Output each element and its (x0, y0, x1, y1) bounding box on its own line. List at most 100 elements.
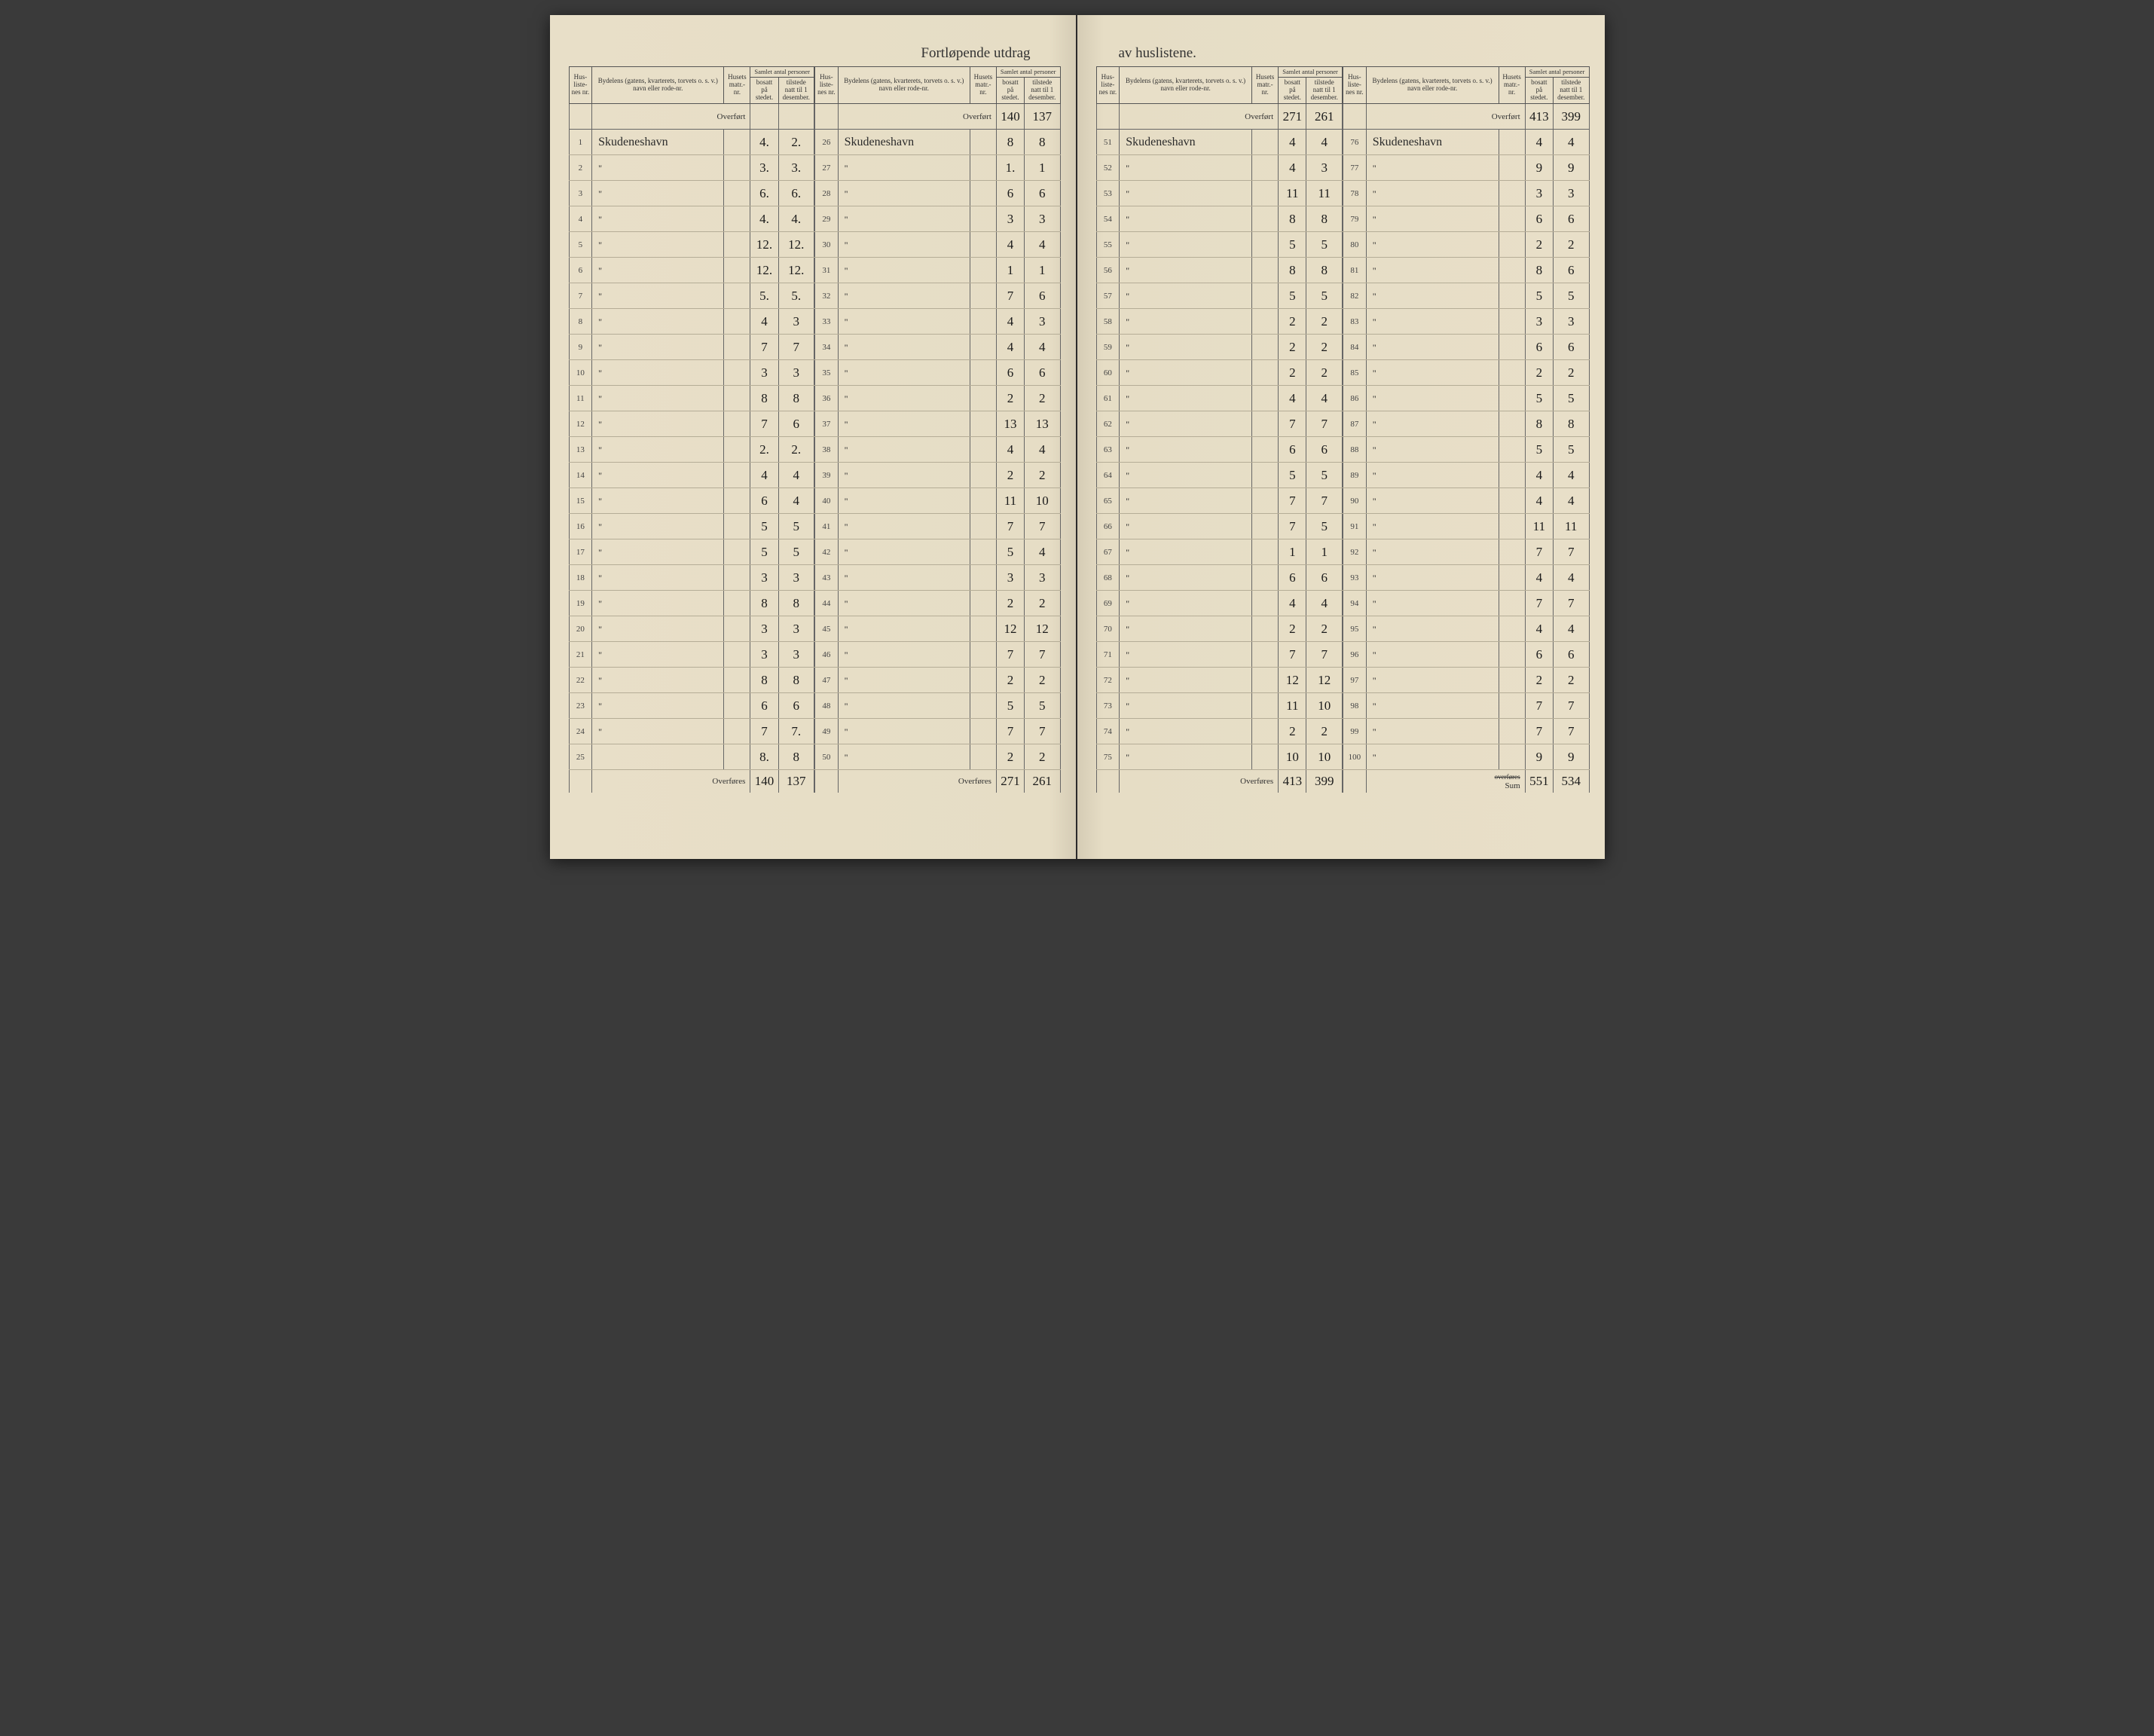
row-name: " (1366, 155, 1499, 181)
row-matr (970, 668, 996, 693)
ledger-table: Hus-liste-nes nr.Bydelens (gatens, kvart… (569, 66, 815, 793)
overfort-bosatt: 413 (1525, 104, 1553, 130)
row-tilstede: 4 (1025, 437, 1060, 463)
row-bosatt: 6 (750, 488, 778, 514)
overfort-blank (569, 104, 592, 130)
row-nr: 72 (1096, 668, 1120, 693)
row-matr (1252, 360, 1279, 386)
row-nr: 93 (1343, 565, 1367, 591)
row-bosatt: 7 (996, 283, 1024, 309)
col-hus-nr: Hus-liste-nes nr. (815, 67, 839, 104)
row-tilstede: 8 (1025, 130, 1060, 155)
row-bosatt: 4 (1525, 565, 1553, 591)
row-tilstede: 1 (1306, 539, 1343, 565)
row-nr: 44 (815, 591, 839, 616)
row-bosatt: 3 (750, 642, 778, 668)
overfort-tilstede (778, 104, 814, 130)
col-bosatt: bosatt på stedet. (996, 78, 1024, 104)
row-name: " (1120, 309, 1252, 335)
row-matr (724, 360, 750, 386)
ledger-table: Hus-liste-nes nr.Bydelens (gatens, kvart… (1096, 66, 1343, 793)
row-tilstede: 7 (778, 335, 814, 360)
row-bosatt: 7 (1525, 719, 1553, 744)
row-nr: 66 (1096, 514, 1120, 539)
row-tilstede: 7 (1553, 693, 1589, 719)
row-matr (724, 283, 750, 309)
row-tilstede: 2 (1553, 360, 1589, 386)
row-matr (1499, 386, 1525, 411)
row-matr (724, 693, 750, 719)
row-nr: 81 (1343, 258, 1367, 283)
row-name: Skudeneshavn (1120, 130, 1252, 155)
row-matr (1252, 488, 1279, 514)
row-tilstede: 5. (778, 283, 814, 309)
col-bosatt: bosatt på stedet. (1525, 78, 1553, 104)
row-tilstede: 2 (1025, 668, 1060, 693)
row-bosatt: 12 (1279, 668, 1306, 693)
row-name: " (1120, 335, 1252, 360)
row-nr: 24 (569, 719, 592, 744)
row-matr (724, 616, 750, 642)
row-matr (1499, 335, 1525, 360)
overfort-label: Overført (592, 104, 750, 130)
col-samlet: Samlet antal personer (1525, 67, 1589, 78)
footer-tilstede: 261 (1025, 770, 1060, 793)
row-matr (970, 181, 996, 206)
row-name: " (838, 565, 970, 591)
row-matr (724, 488, 750, 514)
row-matr (1499, 155, 1525, 181)
row-bosatt: 1 (1279, 539, 1306, 565)
row-bosatt: 2 (1525, 360, 1553, 386)
row-nr: 26 (815, 130, 839, 155)
row-bosatt: 8 (1279, 258, 1306, 283)
row-nr: 94 (1343, 591, 1367, 616)
row-nr: 48 (815, 693, 839, 719)
row-nr: 85 (1343, 360, 1367, 386)
row-name: " (592, 181, 724, 206)
row-nr: 84 (1343, 335, 1367, 360)
overfort-tilstede: 399 (1553, 104, 1589, 130)
row-bosatt: 8 (996, 130, 1024, 155)
row-tilstede: 4 (1025, 539, 1060, 565)
row-name: " (1120, 693, 1252, 719)
row-matr (724, 539, 750, 565)
row-matr (1252, 386, 1279, 411)
row-name: " (838, 744, 970, 770)
row-name: " (592, 155, 724, 181)
row-matr (970, 283, 996, 309)
block-0: Hus-liste-nes nr.Bydelens (gatens, kvart… (569, 66, 815, 793)
row-nr: 2 (569, 155, 592, 181)
row-matr (970, 155, 996, 181)
row-nr: 11 (569, 386, 592, 411)
row-bosatt: 10 (1279, 744, 1306, 770)
row-name: " (1120, 719, 1252, 744)
row-matr (970, 411, 996, 437)
row-name: " (1120, 514, 1252, 539)
row-matr (1252, 744, 1279, 770)
row-name: " (592, 463, 724, 488)
row-nr: 40 (815, 488, 839, 514)
row-nr: 43 (815, 565, 839, 591)
row-tilstede: 4 (1553, 130, 1589, 155)
row-bosatt: 4. (750, 130, 778, 155)
row-matr (1499, 130, 1525, 155)
row-name: Skudeneshavn (838, 130, 970, 155)
row-nr: 21 (569, 642, 592, 668)
ledger-table: Hus-liste-nes nr.Bydelens (gatens, kvart… (1343, 66, 1590, 793)
row-name: " (592, 642, 724, 668)
row-tilstede: 8 (778, 668, 814, 693)
row-matr (1499, 591, 1525, 616)
row-tilstede: 6 (1553, 335, 1589, 360)
row-name: " (1120, 744, 1252, 770)
row-nr: 53 (1096, 181, 1120, 206)
row-nr: 59 (1096, 335, 1120, 360)
row-nr: 78 (1343, 181, 1367, 206)
row-matr (970, 565, 996, 591)
row-name: " (592, 539, 724, 565)
row-name: " (1120, 642, 1252, 668)
row-bosatt: 5 (1279, 232, 1306, 258)
row-nr: 36 (815, 386, 839, 411)
row-matr (1499, 616, 1525, 642)
row-matr (1252, 565, 1279, 591)
row-matr (970, 335, 996, 360)
